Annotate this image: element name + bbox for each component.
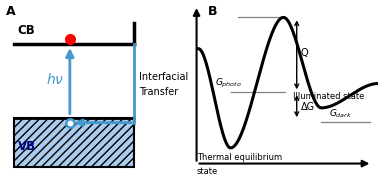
Text: Transfer: Transfer (139, 87, 179, 97)
Bar (14, 118, 134, 167)
Text: Q: Q (301, 48, 308, 58)
Text: B: B (208, 5, 217, 18)
Text: $G_{dark}$: $G_{dark}$ (329, 108, 352, 120)
Text: state: state (197, 167, 218, 174)
Text: VB: VB (18, 140, 36, 153)
Text: Illuminated state: Illuminated state (293, 92, 364, 101)
Text: A: A (6, 5, 15, 18)
Text: $h\nu$: $h\nu$ (45, 72, 64, 86)
Text: CB: CB (18, 23, 36, 37)
Text: Interfacial: Interfacial (139, 72, 189, 82)
Text: ΔG: ΔG (301, 102, 314, 112)
Text: $G_{photo}$: $G_{photo}$ (215, 77, 242, 90)
Text: Thermal equilibrium: Thermal equilibrium (197, 153, 282, 162)
